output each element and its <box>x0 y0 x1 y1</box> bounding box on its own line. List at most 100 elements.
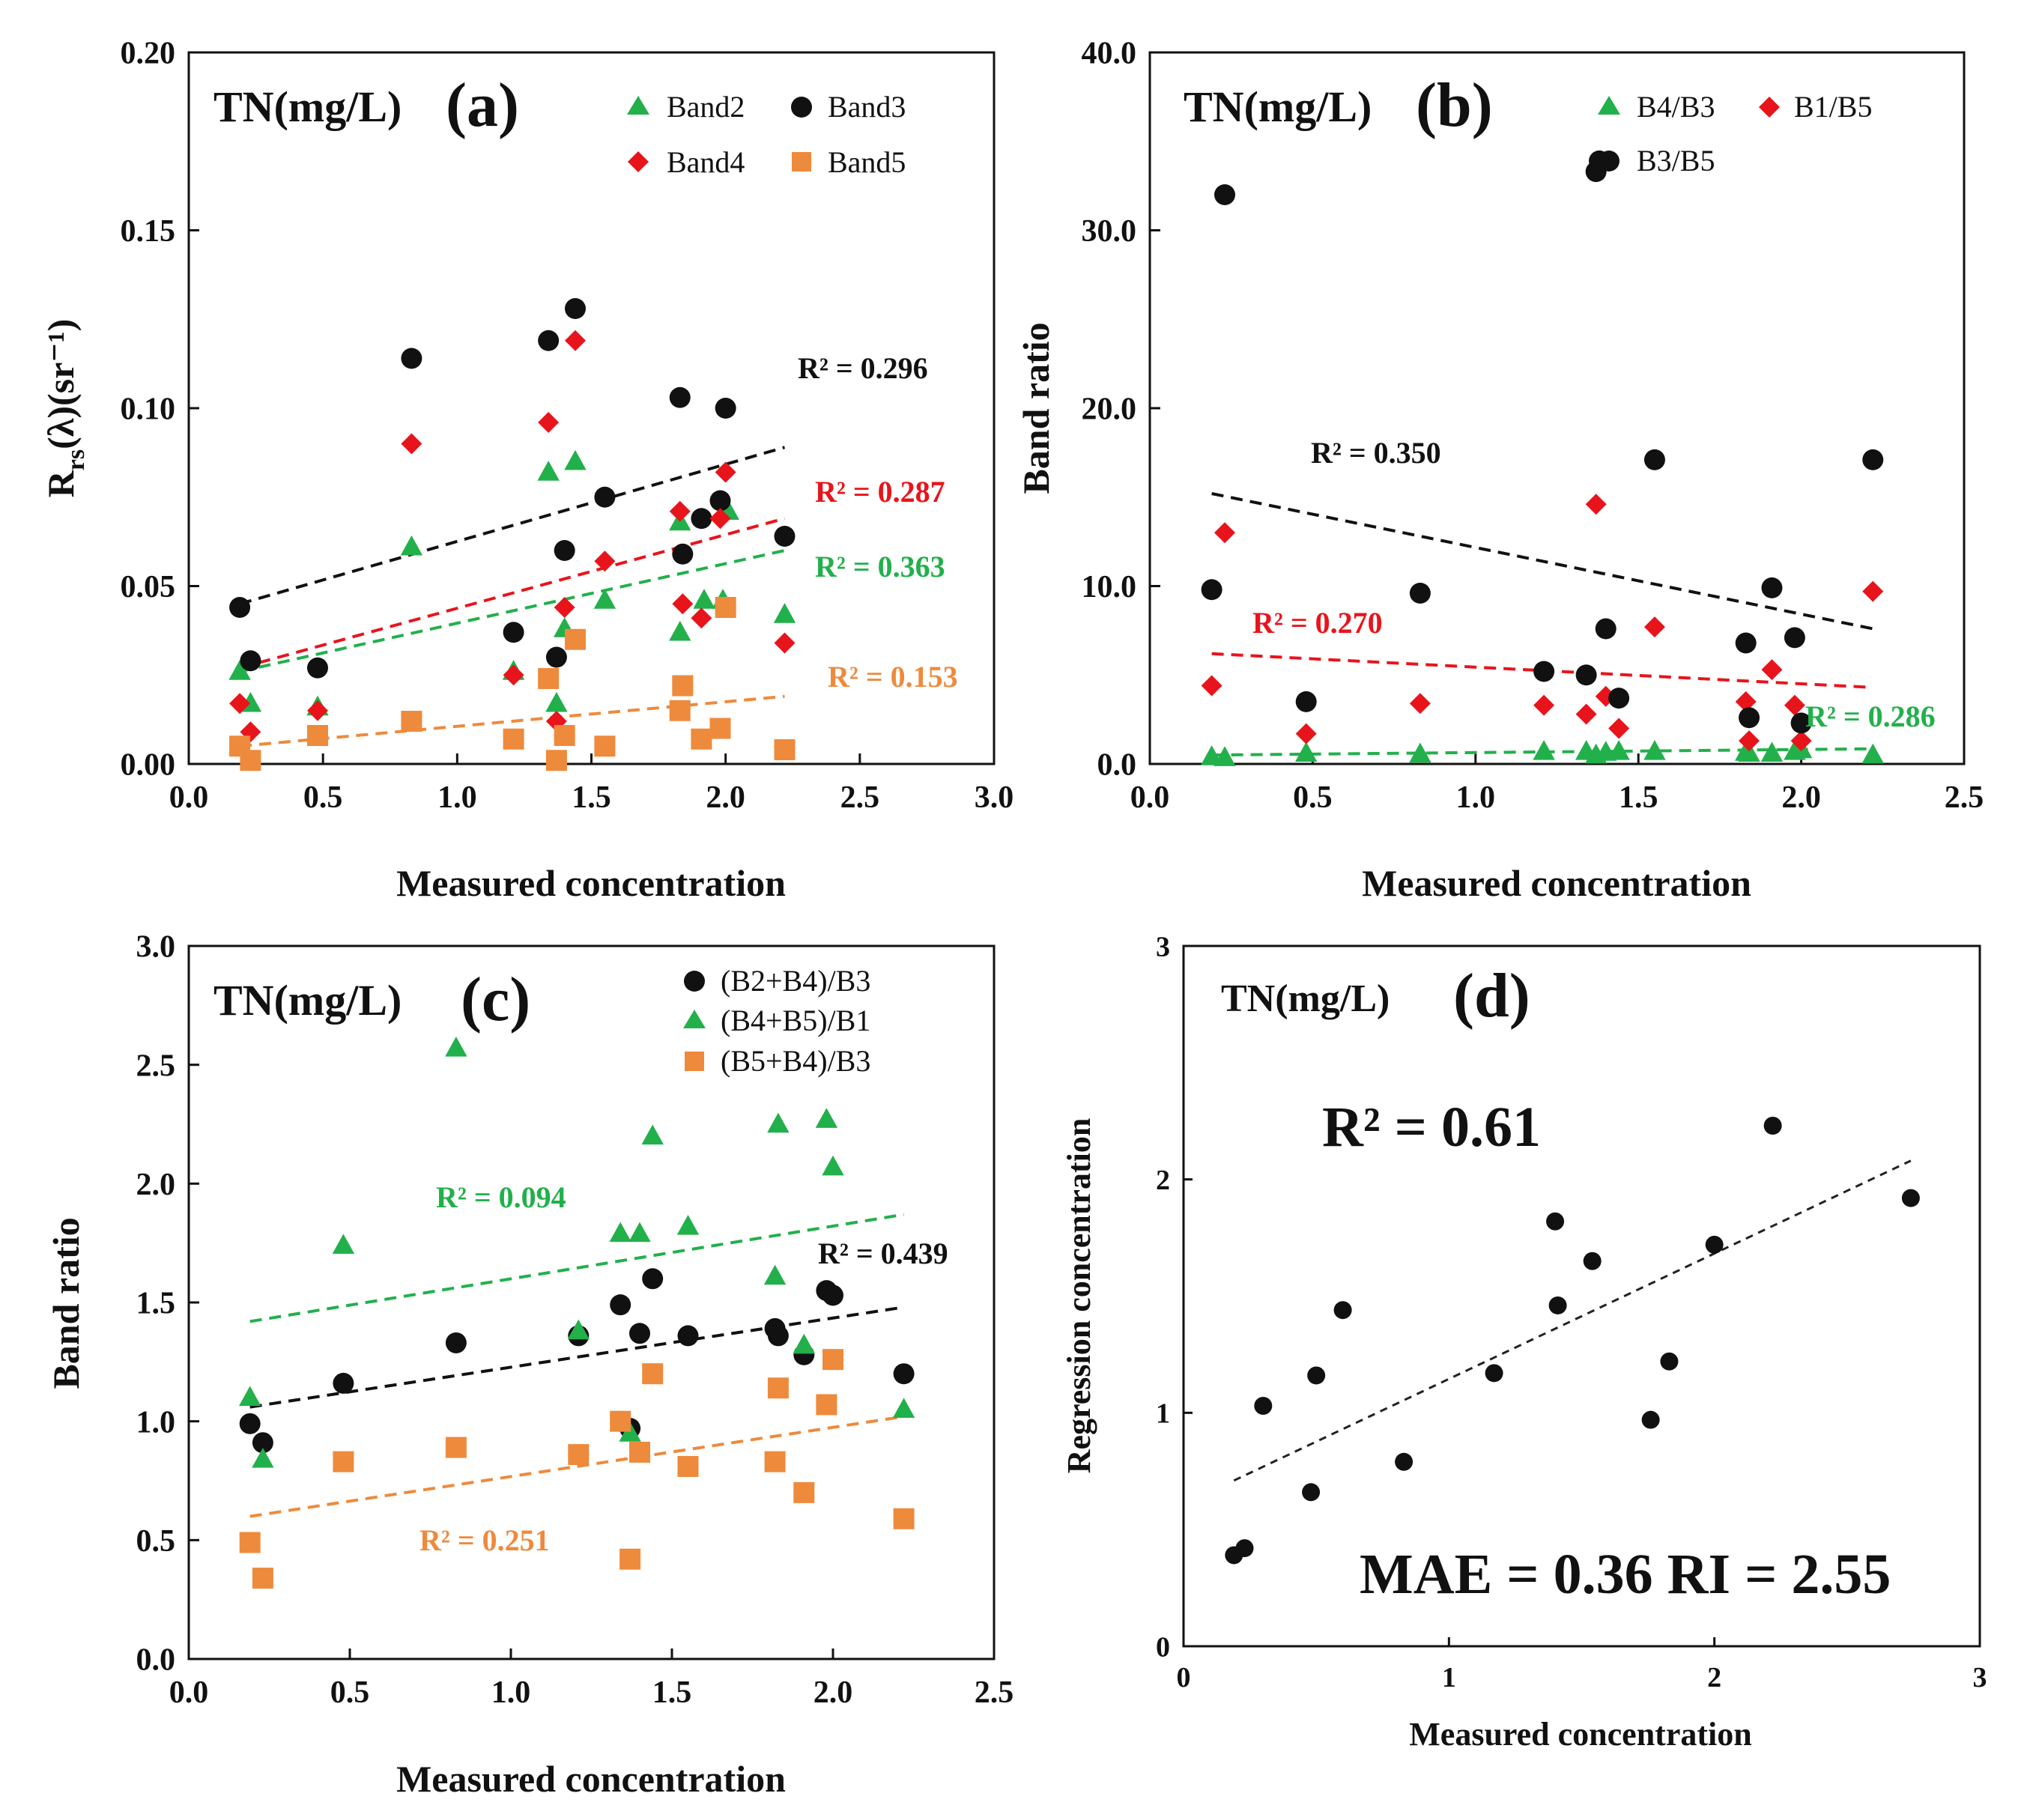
x-tick-label: 0.0 <box>1130 780 1170 815</box>
panel-d-letter: (d) <box>1453 961 1530 1031</box>
point-tn <box>1583 1252 1602 1270</box>
panel-a-fit-lines <box>239 446 786 748</box>
point-tn <box>1763 1116 1782 1135</box>
legend-label-band4: Band4 <box>667 145 745 179</box>
point-band3 <box>691 508 712 530</box>
y-tick-label: 0.05 <box>121 570 176 604</box>
y-tick-label: 0.15 <box>121 214 176 249</box>
y-tick-label: 40.0 <box>1082 37 1137 71</box>
point-band5 <box>554 725 575 746</box>
panel-b-fit-lines <box>1211 492 1873 757</box>
point-b5-b4-b3 <box>767 1377 789 1399</box>
point-b5-b4-b3 <box>677 1455 699 1477</box>
x-tick-label: 0 <box>1177 1662 1191 1693</box>
panel-c-fit-lines <box>249 1213 904 1518</box>
point-b2-b4-b3 <box>767 1325 789 1347</box>
point-b3-b5 <box>1409 583 1431 604</box>
x-tick-label: 1.0 <box>491 1675 531 1710</box>
y-tick-label: 0 <box>1156 1631 1170 1663</box>
point-band5 <box>565 628 586 650</box>
point-band4 <box>669 500 691 522</box>
legend-label-band2: Band2 <box>667 90 745 124</box>
panel-a-y-axis-label: Rrs(λ)(sr⁻¹) <box>40 319 90 498</box>
panel-a-r2-band4: R² = 0.287 <box>815 475 945 509</box>
legend-marker-band4 <box>628 151 649 172</box>
legend-label-b4b5-b1: (B4+B5)/B1 <box>721 1004 870 1037</box>
point-tn <box>1302 1483 1321 1502</box>
point-b4-b5-b1 <box>676 1215 700 1235</box>
panel-a-axes: 0.0 0.5 1.0 1.5 2.0 2.5 3.0 0.00 0.05 0.10 0.15 0.2… <box>121 37 1014 815</box>
point-b2-b4-b3 <box>629 1323 650 1344</box>
point-b5-b4-b3 <box>822 1349 843 1371</box>
x-tick-label: 2.5 <box>840 780 880 815</box>
point-b4-b5-b1 <box>892 1398 915 1418</box>
point-band4 <box>691 607 712 629</box>
x-tick-label: 0.5 <box>303 780 343 815</box>
panel-c-r2-b2b4-b3: R² = 0.439 <box>818 1237 948 1270</box>
point-band4 <box>594 550 616 572</box>
point-b1-b5 <box>1409 693 1431 715</box>
point-b4-b5-b1 <box>628 1222 651 1243</box>
panel-b-r2-b3-b5: R² = 0.350 <box>1311 436 1441 470</box>
point-tn <box>1395 1452 1414 1471</box>
x-tick-label: 0.0 <box>169 780 209 815</box>
point-b5-b4-b3 <box>793 1481 815 1503</box>
point-b4-b3 <box>1760 741 1784 762</box>
panel-c-axes: 0.0 0.5 1.0 1.5 2.0 2.5 0.0 0.5 1.0 1.5 2.0 2.5 3.0 <box>136 930 1014 1710</box>
point-b4-b5-b1 <box>445 1037 467 1057</box>
point-band2 <box>564 449 587 470</box>
point-b5-b4-b3 <box>816 1394 837 1416</box>
point-tn <box>1235 1539 1254 1558</box>
legend-label-b5b4-b3: (B5+B4)/B3 <box>721 1044 870 1078</box>
point-band2 <box>669 620 691 641</box>
point-band2 <box>693 589 715 609</box>
legend-marker-b5b4-b3 <box>685 1052 704 1071</box>
panel-d: 0 1 2 3 0 1 2 3 TN(mg/L) (d) R² = 0.61 MAE = 0.… <box>1061 931 1987 1753</box>
panel-d-x-axis-label: Measured concentration <box>1409 1716 1751 1753</box>
point-band4 <box>229 693 251 715</box>
point-tn <box>1546 1212 1565 1231</box>
point-band4 <box>538 412 560 433</box>
point-b4-b5-b1 <box>239 1386 261 1407</box>
panel-c-legend: (B2+B4)/B3 (B4+B5)/B1 (B5+B4)/B3 <box>683 964 870 1078</box>
y-tick-label: 1.0 <box>136 1405 176 1440</box>
point-b4-b5-b1 <box>332 1234 355 1255</box>
y-tick-label: 20.0 <box>1082 392 1137 427</box>
point-b2-b4-b3 <box>893 1363 915 1385</box>
x-tick-label: 0.0 <box>169 1675 209 1710</box>
panel-c-y-axis-label: Band ratio <box>45 1217 87 1389</box>
point-band2 <box>593 589 616 609</box>
point-band3 <box>503 622 524 643</box>
panel-d-axes: 0 1 2 3 0 1 2 3 <box>1156 931 1987 1693</box>
point-tn <box>1307 1366 1326 1385</box>
point-tn <box>1660 1352 1679 1371</box>
panel-d-y-axis-label: Regression concentration <box>1061 1118 1097 1474</box>
point-tn <box>1705 1235 1724 1254</box>
point-b3-b5 <box>1735 632 1757 654</box>
y-tick-label: 0.20 <box>121 37 176 71</box>
point-b5-b4-b3 <box>642 1363 664 1385</box>
point-b1-b5 <box>1735 691 1757 712</box>
point-b3-b5 <box>1295 691 1317 712</box>
legend-marker-band5 <box>792 152 811 172</box>
point-b1-b5 <box>1739 730 1760 752</box>
point-band5 <box>691 728 712 750</box>
point-b4-b5-b1 <box>567 1319 590 1340</box>
legend-label-band5: Band5 <box>828 145 906 179</box>
point-b4-b5-b1 <box>641 1124 664 1145</box>
y-tick-label: 0.5 <box>136 1524 176 1559</box>
point-band5 <box>669 700 691 721</box>
point-band4 <box>307 700 328 721</box>
x-tick-label: 1.0 <box>437 780 477 815</box>
point-b3-b5 <box>1533 661 1555 682</box>
point-b3-b5 <box>1790 712 1812 734</box>
point-b4-b3 <box>1295 741 1318 762</box>
point-b4-b5-b1 <box>609 1222 631 1243</box>
x-tick-label: 0.5 <box>1293 780 1333 815</box>
point-tn <box>1901 1189 1920 1207</box>
point-b4-b3 <box>1738 741 1760 762</box>
point-band4 <box>715 461 736 483</box>
point-band4 <box>565 330 586 351</box>
legend-marker-b4b5-b1 <box>683 1010 706 1028</box>
panel-a-points <box>228 298 796 771</box>
